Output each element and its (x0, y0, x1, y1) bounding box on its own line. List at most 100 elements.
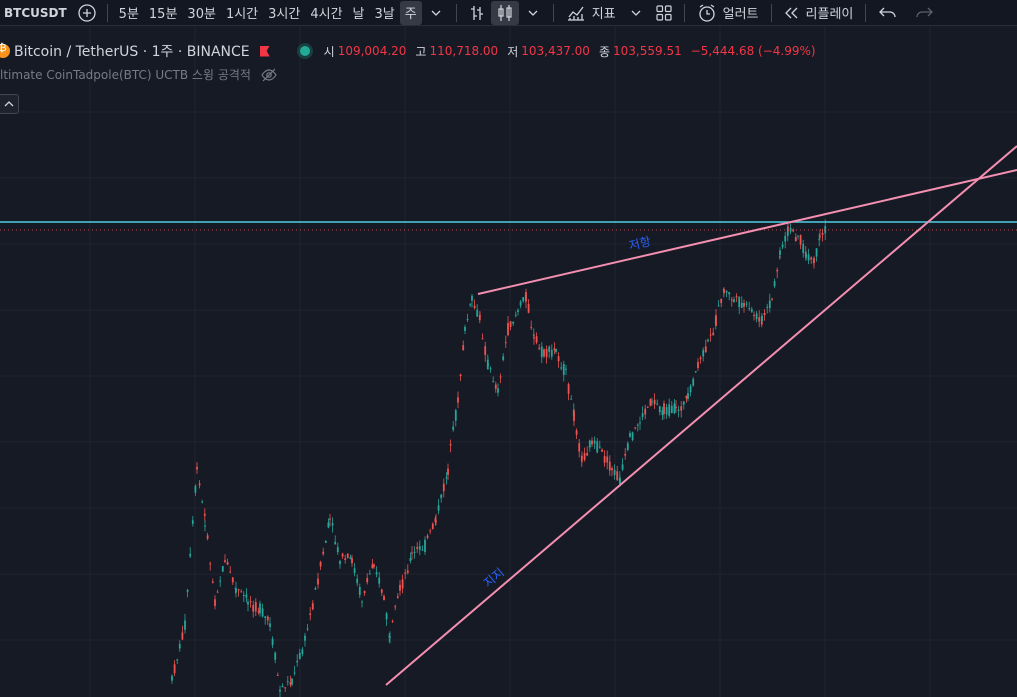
collapse-legend-button[interactable] (0, 94, 19, 114)
candle-body (641, 413, 644, 417)
indicators-dropdown[interactable] (622, 1, 650, 25)
candle-body (279, 689, 281, 692)
indicators-label: 지표 (591, 7, 616, 22)
candle-body (329, 518, 331, 520)
candle-body (606, 456, 609, 463)
candle-body (755, 313, 758, 320)
candle-body (216, 591, 219, 593)
symbol-search-button[interactable]: BTCUSDT (4, 5, 67, 20)
candle-body (434, 518, 437, 523)
layout-button[interactable] (650, 1, 678, 25)
candle-body (254, 602, 257, 612)
candle-body (309, 613, 312, 616)
close-value: 103,559.51 (613, 44, 682, 58)
candle-body (805, 254, 807, 259)
symbol-title[interactable]: Bitcoin / TetherUS · 1주 · BINANCE (14, 44, 250, 60)
candle-body (368, 573, 371, 575)
toolbar-divider (455, 3, 457, 22)
candle-body (497, 388, 499, 393)
candle-body (249, 600, 252, 603)
candle-body (502, 356, 505, 361)
interval-15m[interactable]: 15분 (148, 7, 178, 22)
candle-body (818, 239, 821, 241)
candle-body (459, 374, 462, 376)
candle-body (821, 232, 824, 235)
candle-body (281, 685, 284, 688)
candle-body (209, 563, 212, 565)
candle-body (776, 269, 779, 272)
candle-body (358, 587, 361, 595)
candle-body (507, 322, 509, 336)
open-value: 109,004.20 (337, 44, 407, 58)
candle-body (171, 675, 173, 681)
candle-body (314, 588, 317, 590)
candle-body (494, 384, 497, 389)
candle-body (194, 485, 197, 493)
candle-body (351, 558, 353, 564)
candle-body (687, 393, 689, 399)
candle-body (581, 456, 583, 458)
replay-button[interactable]: 리플레이 (778, 1, 860, 25)
resistance-label: 저항 (628, 234, 653, 253)
candle-body (327, 522, 330, 528)
candle-body (668, 404, 671, 416)
bitcoin-icon (0, 43, 10, 58)
candle-body (583, 452, 586, 460)
bar-style-button[interactable] (463, 1, 491, 25)
interval-3d[interactable]: 3날 (374, 7, 395, 22)
candle-body (824, 225, 827, 234)
candle-body (543, 349, 545, 357)
interval-dropdown[interactable] (422, 1, 450, 25)
interval-30m[interactable]: 30분 (187, 7, 216, 22)
interval-3h[interactable]: 3시간 (268, 7, 301, 22)
candle-body (656, 403, 659, 405)
undo-button[interactable] (872, 1, 904, 25)
candle-body (394, 606, 397, 608)
candle-body (462, 345, 465, 351)
candles-style-button[interactable] (490, 0, 519, 25)
candle-body (346, 553, 349, 558)
interval-5m[interactable]: 5분 (118, 7, 139, 22)
candle-body (261, 608, 264, 617)
toolbar-divider (865, 3, 867, 22)
candle-body (378, 577, 381, 584)
chart-type-dropdown[interactable] (519, 1, 547, 25)
candle-body (189, 553, 192, 557)
interval-1w[interactable]: 주 (399, 0, 422, 25)
candle-body (431, 523, 434, 530)
candle-body (530, 326, 533, 328)
alert-button[interactable]: 얼러트 (691, 1, 765, 25)
eye-off-icon[interactable] (261, 68, 277, 82)
candle-body (452, 426, 455, 430)
candle-body (661, 410, 664, 416)
candle-body (619, 478, 621, 484)
interval-1h[interactable]: 1시간 (225, 7, 259, 22)
candle-body (206, 535, 209, 539)
candle-body (750, 309, 753, 312)
interval-1d[interactable]: 날 (352, 7, 365, 22)
candle-body (694, 371, 697, 373)
support-trendline (385, 145, 1017, 686)
candle-body (186, 590, 189, 592)
bars-icon (470, 5, 483, 20)
candle-body (454, 410, 457, 421)
candle-body (733, 299, 735, 302)
add-symbol-button[interactable] (73, 1, 101, 25)
redo-button[interactable] (908, 1, 940, 25)
symbol-legend: Bitcoin / TetherUS · 1주 · BINANCE 시 109,… (0, 40, 822, 62)
interval-4h[interactable]: 4시간 (310, 7, 343, 22)
candle-body (409, 558, 412, 561)
candle-body (779, 250, 781, 255)
indicators-button[interactable]: 지표 (560, 1, 622, 25)
candle-body (745, 303, 748, 305)
candle-body (274, 652, 277, 660)
candle-body (445, 477, 448, 479)
candle-body (269, 623, 271, 627)
indicator-title[interactable]: ltimate CoinTadpole(BTC) UCTB 스윙 공격적 (0, 68, 251, 82)
candle-body (596, 441, 599, 453)
market-status-icon[interactable] (299, 46, 310, 56)
candle-body (286, 681, 289, 683)
flag-icon[interactable] (259, 45, 270, 57)
chevron-up-icon (4, 101, 14, 107)
